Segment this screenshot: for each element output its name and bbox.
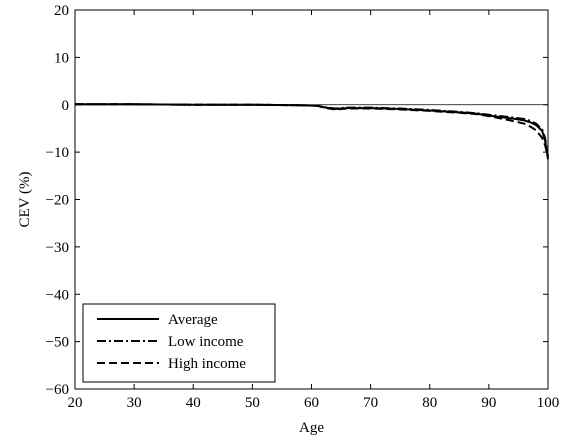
x-tick-label: 30 xyxy=(127,395,142,411)
y-tick-label: −30 xyxy=(46,240,69,256)
legend: Average Low income High income xyxy=(82,303,276,383)
series-line-low-income xyxy=(75,103,549,158)
legend-label: High income xyxy=(168,356,246,372)
y-tick-label: −20 xyxy=(46,193,69,209)
legend-label: Average xyxy=(168,312,218,328)
y-tick-label: −60 xyxy=(46,382,69,398)
legend-label: Low income xyxy=(168,334,244,350)
series-line-high-income xyxy=(75,103,549,158)
y-axis-label: CEV (%) xyxy=(17,172,33,228)
x-tick-label: 90 xyxy=(481,395,496,411)
x-axis-label: Age xyxy=(299,420,324,436)
y-tick-label: −40 xyxy=(46,287,69,303)
y-tick-label: 10 xyxy=(54,50,69,66)
legend-box xyxy=(82,303,276,383)
series-layer xyxy=(75,103,549,160)
y-tick-label: −50 xyxy=(46,335,69,351)
y-tick-label: 0 xyxy=(62,98,70,114)
x-tick-label: 80 xyxy=(422,395,437,411)
x-tick-label: 40 xyxy=(186,395,201,411)
x-tick-label: 20 xyxy=(68,395,83,411)
series-line-average xyxy=(75,103,549,160)
ticks-layer: 20 30 40 50 60 70 80 90 10020100−10−20−30−40−50−… xyxy=(46,3,560,411)
y-tick-label: 20 xyxy=(54,3,69,19)
x-tick-label: 100 xyxy=(537,395,560,411)
x-tick-label: 70 xyxy=(363,395,378,411)
x-tick-label: 50 xyxy=(245,395,260,411)
y-tick-label: −10 xyxy=(46,145,69,161)
x-tick-label: 60 xyxy=(304,395,319,411)
